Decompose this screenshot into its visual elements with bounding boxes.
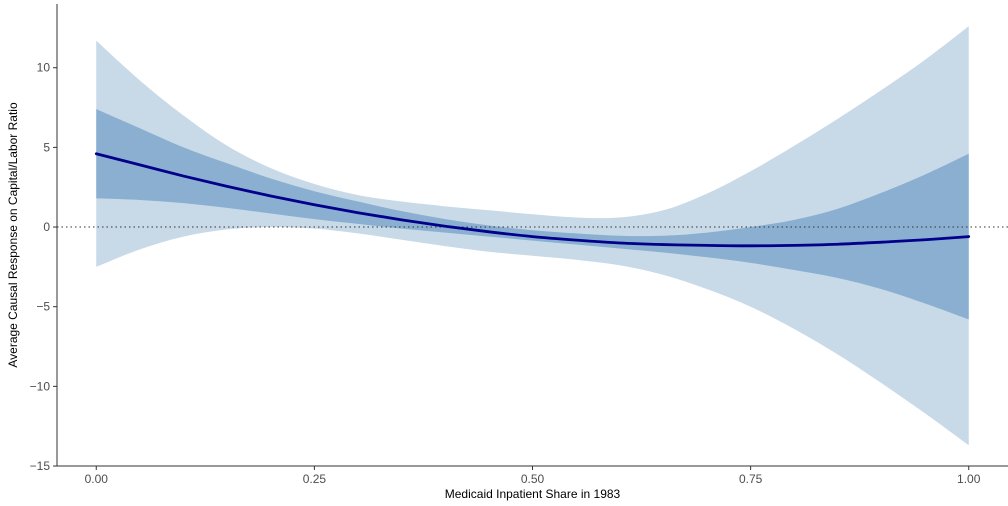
x-tick-label: 0.50 [521,472,545,486]
y-tick-label: −15 [30,459,51,473]
y-axis-title: Average Causal Response on Capital/Labor… [6,102,20,368]
estimate-line-layer [94,152,971,248]
y-tick-label: 5 [43,140,50,154]
axes: −15 −10 −5 0 5 10 0.00 0.25 0.50 0.75 1.00 [30,4,1008,486]
x-tick-label: 0.25 [303,472,327,486]
x-axis-title: Medicaid Inpatient Share in 1983 [445,487,621,501]
estimate-line [94,152,971,248]
y-tick-label: 0 [43,220,50,234]
y-tick-label: −5 [36,300,50,314]
x-tick-label: 0.00 [85,472,109,486]
y-tick-label: 10 [37,61,51,75]
x-tick-label: 1.00 [957,472,981,486]
x-tick-label: 0.75 [739,472,763,486]
y-tick-label: −10 [30,379,51,393]
